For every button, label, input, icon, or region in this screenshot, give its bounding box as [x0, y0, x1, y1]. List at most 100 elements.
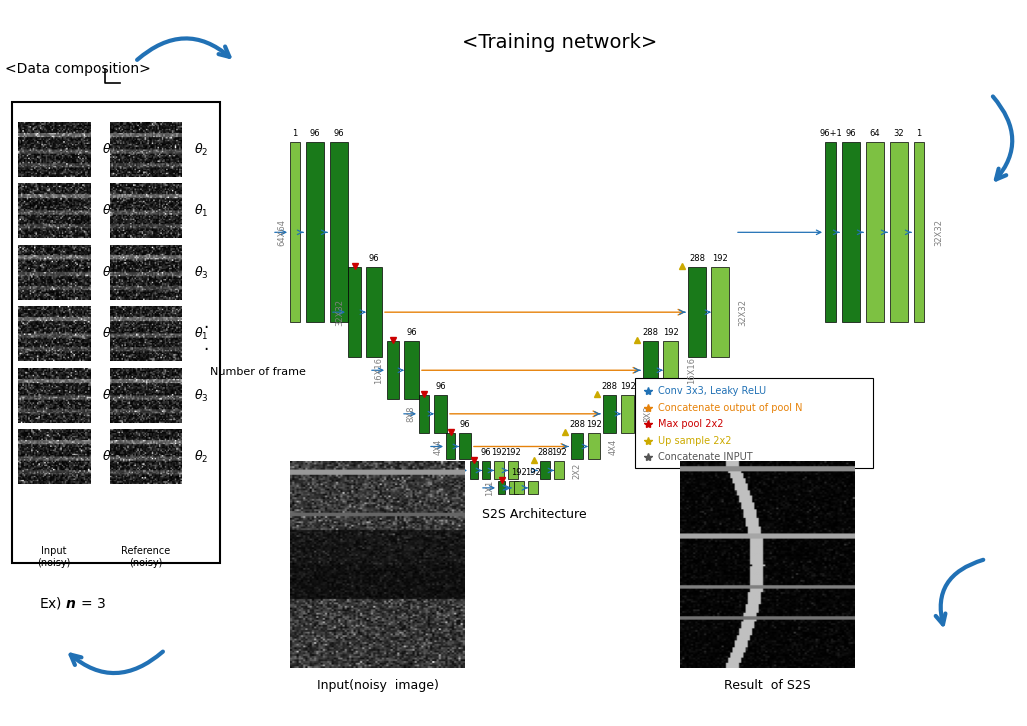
- Text: 4X4: 4X4: [609, 439, 618, 454]
- Text: 8X8: 8X8: [643, 406, 652, 422]
- Bar: [540, 462, 550, 479]
- Text: 192: 192: [662, 328, 679, 338]
- Text: 192: 192: [511, 468, 527, 478]
- Bar: [348, 267, 362, 357]
- Text: 96+1: 96+1: [820, 129, 842, 139]
- Text: Reference
(noisy): Reference (noisy): [121, 546, 170, 568]
- Bar: [643, 341, 658, 399]
- Bar: [509, 481, 518, 494]
- Bar: [571, 433, 583, 460]
- Bar: [890, 142, 908, 322]
- FancyArrowPatch shape: [993, 97, 1013, 179]
- Text: 64: 64: [870, 129, 880, 139]
- Text: 32: 32: [893, 129, 905, 139]
- Bar: [603, 395, 616, 433]
- Text: <Data composition>: <Data composition>: [5, 62, 151, 76]
- Text: 192: 192: [619, 382, 636, 391]
- Bar: [588, 433, 600, 460]
- Bar: [663, 341, 678, 399]
- Text: 32X32: 32X32: [738, 298, 747, 326]
- Text: Result  of S2S: Result of S2S: [724, 679, 811, 692]
- Text: $\theta_{2}$: $\theta_{2}$: [102, 326, 116, 342]
- Text: 192: 192: [525, 468, 541, 478]
- Bar: [290, 142, 300, 322]
- Text: $\theta_{1}$: $\theta_{1}$: [194, 203, 208, 219]
- Text: <Training network>: <Training network>: [462, 33, 657, 52]
- Text: 288: 288: [569, 420, 585, 430]
- Bar: [494, 462, 504, 479]
- Bar: [404, 341, 419, 399]
- Text: $\theta_{2}$: $\theta_{2}$: [102, 264, 116, 280]
- Bar: [635, 378, 873, 468]
- Bar: [508, 462, 518, 479]
- Bar: [842, 142, 860, 322]
- Text: Conv 3x3, Leaky ReLU: Conv 3x3, Leaky ReLU: [658, 386, 766, 396]
- Text: Max pool 2x2: Max pool 2x2: [658, 420, 723, 429]
- Text: 1: 1: [293, 129, 298, 139]
- Text: Concatenate output of pool N: Concatenate output of pool N: [658, 403, 802, 413]
- Text: 4X4: 4X4: [433, 439, 443, 454]
- FancyArrowPatch shape: [71, 652, 163, 673]
- Text: 96: 96: [481, 449, 491, 457]
- Bar: [554, 462, 564, 479]
- Text: $\theta_{3}$: $\theta_{3}$: [102, 142, 116, 158]
- Text: 8X8: 8X8: [407, 406, 416, 422]
- Bar: [434, 395, 447, 433]
- Text: $\theta_{1}$: $\theta_{1}$: [194, 326, 208, 342]
- Text: 1: 1: [916, 129, 921, 139]
- Bar: [914, 142, 924, 322]
- Text: S2S Architecture: S2S Architecture: [482, 508, 586, 521]
- Text: 96: 96: [334, 129, 344, 139]
- Bar: [459, 433, 471, 460]
- Text: 288: 288: [689, 254, 705, 264]
- Text: 16X16: 16X16: [687, 356, 696, 384]
- Bar: [482, 462, 490, 479]
- Text: 192: 192: [712, 254, 728, 264]
- Bar: [387, 341, 400, 399]
- Text: $\theta_{3}$: $\theta_{3}$: [102, 203, 116, 219]
- Text: 96: 96: [845, 129, 857, 139]
- Text: $\theta_{1}$: $\theta_{1}$: [102, 449, 116, 465]
- Text: 1X1: 1X1: [486, 480, 494, 496]
- FancyArrowPatch shape: [936, 560, 983, 624]
- Text: Ex) $\boldsymbol{n}$ = 3: Ex) $\boldsymbol{n}$ = 3: [39, 595, 106, 611]
- Text: $\theta_{3}$: $\theta_{3}$: [194, 388, 208, 404]
- Text: 96: 96: [310, 129, 320, 139]
- Text: Input
(noisy): Input (noisy): [37, 546, 71, 568]
- Bar: [330, 142, 348, 322]
- Text: Concatenate INPUT: Concatenate INPUT: [658, 452, 753, 462]
- Text: Number of frame: Number of frame: [210, 367, 306, 377]
- Text: 16X16: 16X16: [375, 356, 383, 384]
- Text: 192: 192: [551, 449, 567, 457]
- Bar: [711, 267, 729, 357]
- Text: 192: 192: [491, 449, 507, 457]
- Bar: [514, 481, 524, 494]
- Bar: [688, 267, 706, 357]
- Text: 192: 192: [586, 420, 602, 430]
- Bar: [366, 267, 382, 357]
- Bar: [306, 142, 324, 322]
- Text: 96: 96: [407, 328, 417, 338]
- Text: 96: 96: [435, 382, 446, 391]
- Bar: [528, 481, 538, 494]
- Text: 288: 288: [537, 449, 553, 457]
- Text: 96: 96: [460, 420, 470, 430]
- Text: Input(noisy  image): Input(noisy image): [316, 679, 439, 692]
- Text: $\theta_{3}$: $\theta_{3}$: [194, 264, 208, 280]
- Text: .: .: [203, 336, 208, 354]
- Bar: [446, 433, 455, 460]
- Text: $\theta_{2}$: $\theta_{2}$: [194, 449, 208, 465]
- Text: $\theta_{1}$: $\theta_{1}$: [102, 388, 116, 404]
- Bar: [419, 395, 429, 433]
- Text: $\theta_{2}$: $\theta_{2}$: [194, 142, 208, 158]
- Text: Up sample 2x2: Up sample 2x2: [658, 436, 731, 446]
- Bar: [825, 142, 836, 322]
- FancyArrowPatch shape: [137, 38, 229, 60]
- Text: 288: 288: [602, 382, 617, 391]
- Bar: [866, 142, 884, 322]
- Bar: [470, 462, 478, 479]
- Bar: [498, 481, 505, 494]
- Text: 192: 192: [505, 449, 521, 457]
- Text: 2X2: 2X2: [457, 462, 466, 478]
- Bar: [621, 395, 634, 433]
